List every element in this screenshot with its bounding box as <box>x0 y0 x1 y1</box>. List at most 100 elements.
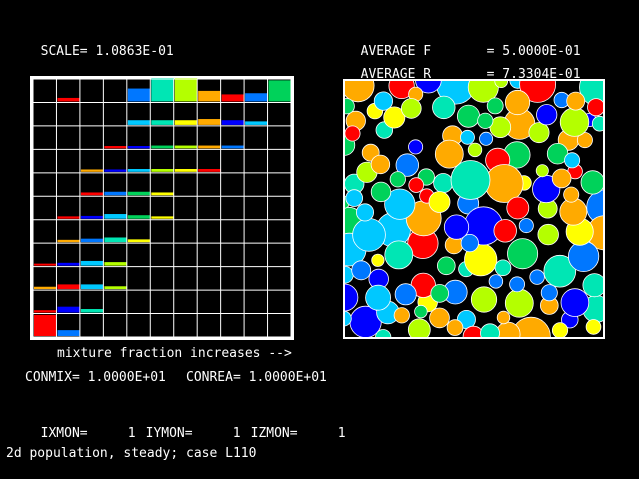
conrea-value: CONREA= 1.0000E+01 <box>186 370 327 385</box>
particle-circle <box>365 284 391 311</box>
particle-circle <box>345 310 352 327</box>
population-cell <box>198 119 221 125</box>
particle-circle <box>559 107 590 137</box>
population-cell <box>198 145 221 149</box>
particle-circle <box>375 329 392 337</box>
particle-circle <box>591 115 603 132</box>
average-f-label: AVERAGE F <box>360 44 432 59</box>
particle-circle <box>407 318 431 337</box>
particle-circle <box>543 254 577 288</box>
scale-label-text: SCALE= <box>40 44 88 59</box>
population-cell <box>174 120 198 125</box>
population-grid <box>32 78 292 338</box>
population-cell <box>34 314 57 336</box>
izmon-value: 1 <box>337 426 346 441</box>
particle-circle <box>433 173 454 194</box>
izmon-label: IZMON= <box>250 426 298 441</box>
ixmon-label: IXMON= <box>40 426 88 441</box>
population-peak-cell <box>245 93 268 102</box>
particle-circle <box>370 154 391 175</box>
population-cell <box>221 145 245 149</box>
population-cell <box>127 169 151 172</box>
particle-circle <box>428 191 451 213</box>
particle-circle <box>507 238 539 270</box>
population-cell <box>104 214 127 219</box>
particle-circle <box>568 240 600 272</box>
population-cell <box>104 169 127 172</box>
population-cell <box>151 169 174 172</box>
population-cell <box>104 191 127 196</box>
population-peak-cell <box>221 94 245 102</box>
particle-circle <box>536 104 558 126</box>
population-cell <box>57 97 80 102</box>
ixmon-value: 1 <box>127 426 136 441</box>
population-cell <box>80 260 104 266</box>
monitor-row: IXMON= 1 IYMON= 1 IZMON= 1 <box>25 413 346 441</box>
particle-circle <box>535 164 549 178</box>
population-cell <box>174 145 198 149</box>
particle-circle <box>477 112 494 129</box>
population-cell <box>127 120 151 125</box>
particle-circle <box>479 131 494 146</box>
particle-circle <box>580 170 603 195</box>
population-cell <box>151 145 174 149</box>
average-r-value: = 7.3304E-01 <box>486 67 581 82</box>
population-cell <box>34 286 57 290</box>
particle-circle <box>432 95 456 120</box>
population-cell <box>221 120 245 125</box>
particle-circle <box>540 284 558 302</box>
particle-circle <box>504 89 531 116</box>
population-cell <box>127 191 151 196</box>
particle-circle <box>408 177 424 193</box>
particle-circle <box>509 276 526 293</box>
population-peak-cell <box>127 88 151 102</box>
population-cell <box>80 284 104 290</box>
particle-circle <box>457 104 481 128</box>
particle-circle <box>415 81 442 94</box>
particle-panel <box>343 79 605 339</box>
particle-group <box>345 81 603 337</box>
particle-circle <box>587 98 603 117</box>
particle-circle <box>401 98 422 119</box>
population-cell <box>151 216 174 219</box>
particle-circle <box>373 91 394 111</box>
population-cell <box>57 284 80 290</box>
particle-circle <box>582 273 603 298</box>
particle-circle <box>371 253 385 267</box>
average-f-value: = 5.0000E-01 <box>486 44 581 59</box>
population-cell <box>104 146 127 149</box>
population-cell <box>104 286 127 290</box>
conmix-value: CONMIX= 1.0000E+01 <box>25 370 166 385</box>
average-r-label: AVERAGE R <box>360 67 432 82</box>
population-cell <box>80 309 104 313</box>
population-cell <box>127 215 151 219</box>
particle-circle <box>467 142 483 158</box>
particle-circle <box>470 286 498 313</box>
particle-circle <box>395 153 420 177</box>
particle-circle <box>394 283 417 306</box>
population-peak-cell <box>268 80 291 102</box>
scale-label: SCALE= 1.0863E-01 <box>25 31 174 59</box>
population-cell <box>57 306 80 313</box>
population-peak-cell <box>198 90 221 102</box>
population-cell <box>57 262 80 266</box>
particle-circle <box>560 288 590 317</box>
population-cell <box>57 239 80 243</box>
population-cell <box>245 121 268 125</box>
particle-circle <box>384 188 416 220</box>
particle-circle <box>486 97 504 115</box>
particle-circle <box>551 322 569 337</box>
population-peak-cell <box>151 78 174 102</box>
population-grid-panel <box>30 76 294 340</box>
particle-circle <box>494 259 512 277</box>
population-cell <box>198 169 221 172</box>
particle-circle <box>460 129 475 145</box>
population-cell <box>57 330 80 336</box>
population-cell <box>127 239 151 243</box>
axis-caption: mixture fraction increases --> <box>57 346 292 361</box>
population-cell <box>104 262 127 266</box>
particle-circle <box>563 186 580 203</box>
population-cell <box>80 238 104 243</box>
particle-circle <box>430 284 449 303</box>
population-cell <box>104 237 127 243</box>
